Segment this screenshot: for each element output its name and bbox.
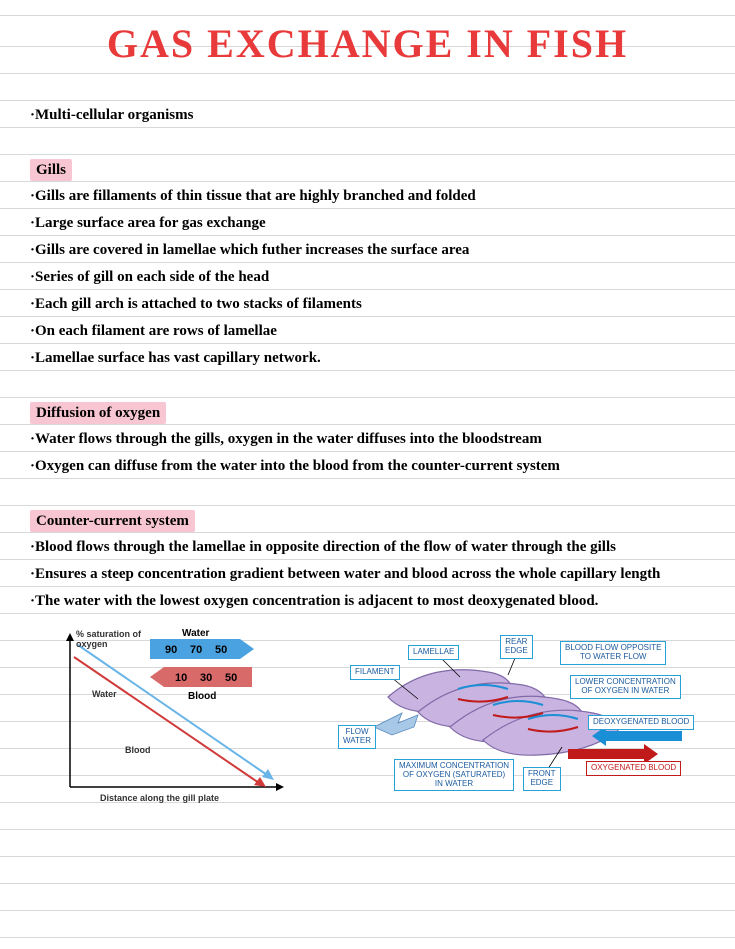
blood-num-2: 50 [225,672,237,684]
page-title: GAS EXCHANGE IN FISH [30,20,705,67]
bullet-line: ·On each filament are rows of lamellae [30,318,705,345]
water-arrow-label: Water [182,628,210,639]
saturation-chart: 90 70 50 Water 10 30 50 Blood % saturati… [30,627,290,807]
bullet-line: ·Gills are covered in lamellae which fut… [30,237,705,264]
blood-arrow-label: Blood [188,691,216,702]
section-heading: Gills [30,159,72,181]
bullet-line: ·Large surface area for gas exchange [30,210,705,237]
blood-line-label: Blood [125,745,151,755]
bullet-line: ·The water with the lowest oxygen concen… [30,588,705,615]
bullet-line: ·Lamellae surface has vast capillary net… [30,345,705,372]
section-heading: Counter-current system [30,510,195,532]
label-flow-water: FLOW WATER [338,725,376,749]
bullet-line: ·Ensures a steep concentration gradient … [30,561,705,588]
bullet-line: ·Oxygen can diffuse from the water into … [30,453,705,480]
blood-num-0: 10 [175,672,187,684]
bullet-line: ·Each gill arch is attached to two stack… [30,291,705,318]
bullet-line: ·Water flows through the gills, oxygen i… [30,426,705,453]
label-lower-conc: LOWER CONCENTRATION OF OXYGEN IN WATER [570,675,681,699]
section-heading: Diffusion of oxygen [30,402,166,424]
label-lamellae: LAMELLAE [408,645,459,660]
diagrams-row: 90 70 50 Water 10 30 50 Blood % saturati… [30,627,705,807]
water-num-2: 50 [215,644,227,656]
x-axis-label: Distance along the gill plate [100,793,219,803]
label-oxy: OXYGENATED BLOOD [586,761,681,776]
label-rear-edge: REAR EDGE [500,635,533,659]
label-front-edge: FRONT EDGE [523,767,561,791]
label-blood-flow: BLOOD FLOW OPPOSITE TO WATER FLOW [560,641,666,665]
gill-structure-diagram: LAMELLAE FILAMENT REAR EDGE FRONT EDGE F… [308,627,708,807]
bullet-line: ·Blood flows through the lamellae in opp… [30,534,705,561]
blood-num-1: 30 [200,672,212,684]
water-num-0: 90 [165,644,177,656]
label-filament: FILAMENT [350,665,400,680]
bullet-line: ·Gills are fillaments of thin tissue tha… [30,183,705,210]
bullet-line: ·Series of gill on each side of the head [30,264,705,291]
y-axis-label: % saturation of oxygen [76,629,146,649]
intro-line: ·Multi-cellular organisms [30,102,705,129]
label-deoxy: DEOXYGENATED BLOOD [588,715,694,730]
water-line-label: Water [92,689,117,699]
water-num-1: 70 [190,644,202,656]
label-max-conc: MAXIMUM CONCENTRATION OF OXYGEN (SATURAT… [394,759,514,791]
